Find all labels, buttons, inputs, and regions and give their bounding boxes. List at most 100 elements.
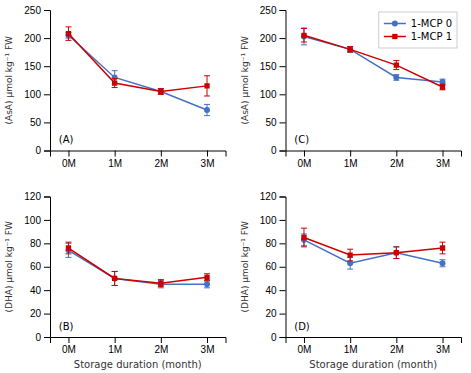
error-bar-cap bbox=[112, 285, 118, 286]
error-bar bbox=[65, 27, 71, 40]
error-bar bbox=[204, 281, 210, 288]
line bbox=[304, 237, 443, 255]
marker bbox=[204, 83, 209, 88]
tick-label: 0M bbox=[298, 344, 312, 355]
tick-label: 100 bbox=[260, 89, 277, 100]
tick-mark bbox=[280, 290, 286, 291]
error-bar bbox=[204, 76, 210, 96]
axis-line bbox=[280, 11, 287, 152]
y-axis-title: (AsA) μmol kg⁻¹ FW bbox=[4, 36, 14, 125]
tick-mark bbox=[280, 122, 286, 123]
tick-label: 3M bbox=[436, 158, 450, 169]
tick-mark bbox=[115, 151, 116, 157]
tick-mark bbox=[115, 337, 116, 343]
tick-label: 3M bbox=[201, 344, 215, 355]
tick-label: 1M bbox=[108, 158, 122, 169]
tick-mark bbox=[280, 10, 286, 11]
tick-label: 1M bbox=[344, 158, 358, 169]
tick: 0 bbox=[271, 145, 286, 156]
error-bar-cap bbox=[347, 249, 353, 250]
legend-item: 1-MCP 1 bbox=[384, 31, 452, 42]
error-bar-cap bbox=[65, 26, 71, 27]
axis-line bbox=[51, 338, 227, 344]
marker bbox=[301, 235, 306, 240]
tick: 100 bbox=[24, 215, 50, 226]
tick: 80 bbox=[30, 238, 50, 249]
error-bar-cap bbox=[65, 257, 71, 258]
tick: 50 bbox=[265, 117, 285, 128]
tick-label: 60 bbox=[30, 261, 42, 272]
tick-mark bbox=[44, 122, 50, 123]
tick-label: 0M bbox=[62, 158, 76, 169]
error-bar-cap bbox=[158, 287, 164, 288]
error-bar bbox=[440, 79, 446, 85]
tick: 20 bbox=[265, 308, 285, 319]
error-bar bbox=[347, 47, 353, 53]
tick: 150 bbox=[24, 61, 50, 72]
marker bbox=[66, 31, 71, 36]
error-bar-cap bbox=[112, 70, 118, 71]
tick-label: 0 bbox=[271, 332, 277, 343]
marker bbox=[204, 107, 210, 113]
tick-mark bbox=[44, 337, 50, 338]
marker bbox=[347, 46, 353, 52]
tick: 60 bbox=[265, 261, 285, 272]
tick-label: 150 bbox=[24, 61, 41, 72]
tick-mark bbox=[44, 290, 50, 291]
error-bar-cap bbox=[204, 280, 210, 281]
marker bbox=[347, 260, 353, 266]
tick: 1M bbox=[108, 337, 122, 355]
error-bar-cap bbox=[204, 75, 210, 76]
error-bar bbox=[440, 242, 446, 254]
legend-label: 1-MCP 1 bbox=[411, 31, 452, 42]
error-bar-cap bbox=[112, 78, 118, 79]
error-bar bbox=[112, 271, 118, 285]
error-bar bbox=[204, 274, 210, 281]
marker bbox=[112, 275, 118, 281]
tick-label: 150 bbox=[260, 61, 277, 72]
tick-mark bbox=[280, 243, 286, 244]
tick: 100 bbox=[24, 89, 50, 100]
x-axis: 0M 1M 2M 3M bbox=[51, 151, 227, 169]
tick-label: 0 bbox=[35, 145, 41, 156]
marker bbox=[440, 84, 445, 89]
marker bbox=[348, 252, 353, 257]
marker bbox=[440, 260, 446, 266]
panel: 0501001502002500M1M2M3M(AsA) μmol kg⁻¹ F… bbox=[240, 5, 462, 169]
tick-mark bbox=[280, 337, 286, 338]
axis-line bbox=[44, 11, 51, 152]
axis-line bbox=[51, 151, 227, 157]
error-bar-cap bbox=[204, 280, 210, 281]
tick-mark bbox=[280, 66, 286, 67]
tick-label: 0M bbox=[298, 158, 312, 169]
plot-area bbox=[65, 27, 210, 116]
error-bar-cap bbox=[440, 242, 446, 243]
tick: 40 bbox=[265, 285, 285, 296]
tick: 2M bbox=[390, 151, 404, 169]
line bbox=[68, 248, 207, 283]
error-bar-cap bbox=[204, 95, 210, 96]
legend-marker bbox=[392, 34, 397, 39]
legend-frame bbox=[379, 12, 457, 48]
tick-mark bbox=[280, 151, 286, 152]
x-axis: 0M1M2M3M bbox=[51, 337, 227, 355]
error-bar bbox=[158, 280, 164, 287]
tick-label: 1M bbox=[344, 344, 358, 355]
tick-label: 50 bbox=[265, 117, 277, 128]
tick: 100 bbox=[260, 215, 286, 226]
error-bar-cap bbox=[393, 246, 399, 247]
error-bar bbox=[301, 29, 307, 42]
tick: 50 bbox=[30, 117, 50, 128]
tick: 3M bbox=[436, 151, 450, 169]
marker bbox=[112, 80, 117, 85]
tick: 3M bbox=[201, 151, 215, 169]
axis-line bbox=[44, 197, 51, 338]
axis-line bbox=[286, 151, 462, 157]
error-bar bbox=[65, 242, 71, 254]
tick-mark bbox=[44, 66, 50, 67]
tick-label: 40 bbox=[30, 285, 42, 296]
tick: 2M bbox=[154, 151, 168, 169]
line bbox=[68, 35, 207, 110]
error-bar bbox=[440, 260, 446, 267]
tick-label: 100 bbox=[24, 215, 41, 226]
